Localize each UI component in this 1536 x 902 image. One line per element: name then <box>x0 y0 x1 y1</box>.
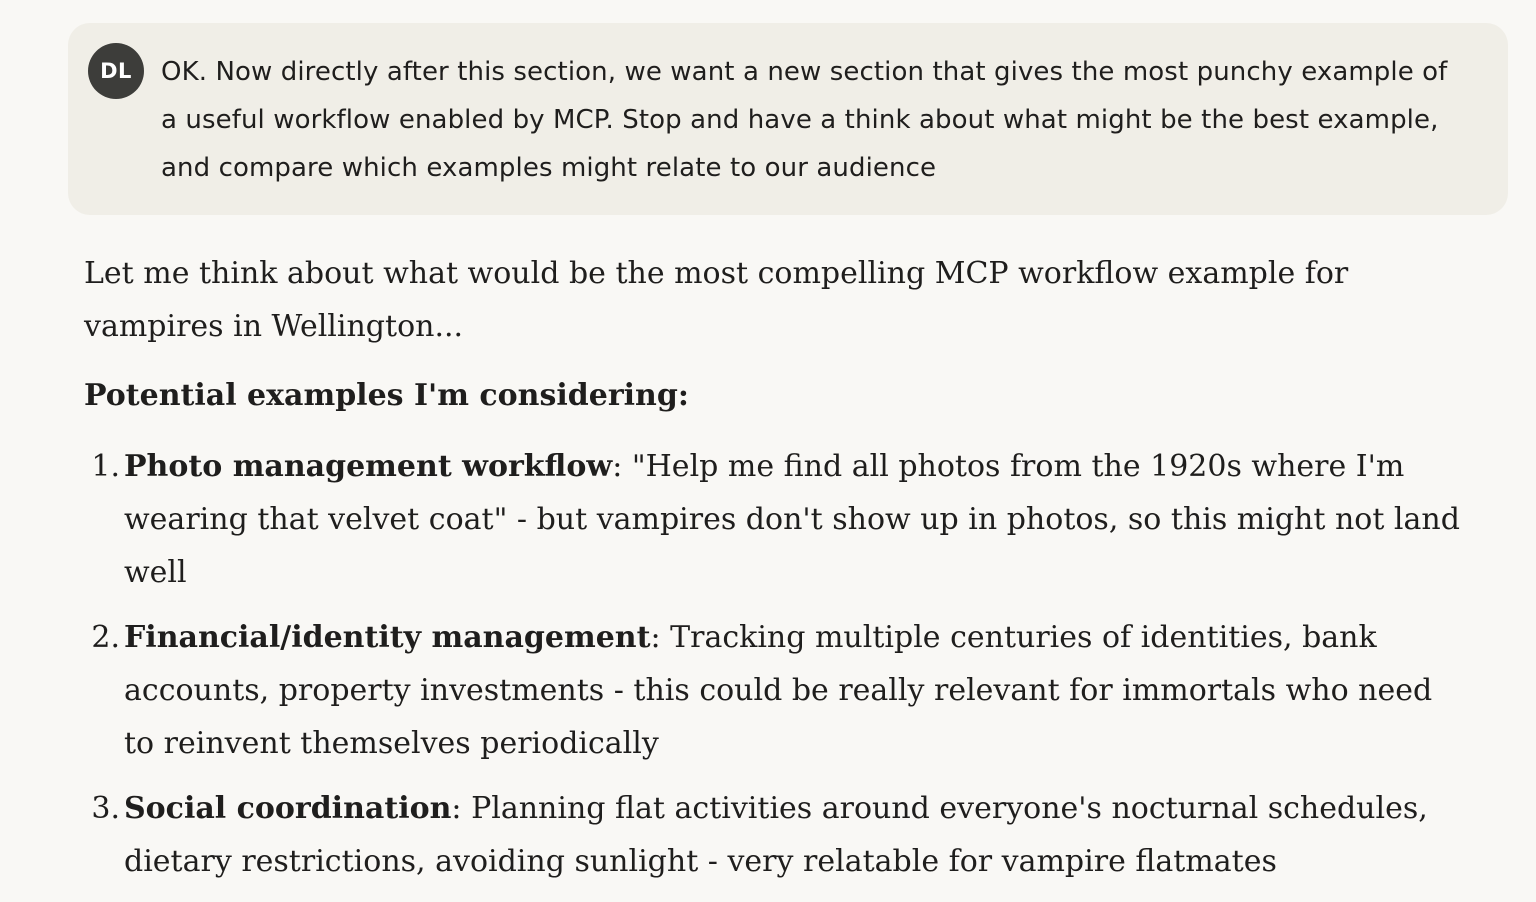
list-item: 2. Financial/identity management: Trackin… <box>84 611 1464 770</box>
list-item-number: 2. <box>91 620 120 655</box>
user-avatar[interactable]: DL <box>88 43 144 99</box>
list-item: 3. Social coordination: Planning flat act… <box>84 782 1464 888</box>
list-item-body: Tracking multiple centuries of identitie… <box>124 620 1433 761</box>
assistant-message: Let me think about what would be the mos… <box>84 247 1464 900</box>
list-item-separator: : <box>612 449 623 484</box>
list-item: 1. Photo management workflow: "Help me fi… <box>84 440 1464 599</box>
list-item-title: Social coordination <box>124 791 452 826</box>
list-item-number: 1. <box>91 449 120 484</box>
list-item-body: Planning flat activities around everyone… <box>124 791 1428 879</box>
list-item-number: 3. <box>91 791 120 826</box>
user-message-bubble: DL OK. Now directly after this section, … <box>68 23 1508 215</box>
assistant-intro: Let me think about what would be the mos… <box>84 256 1349 344</box>
list-item-body: "Help me find all photos from the 1920s … <box>124 449 1460 590</box>
list-item-separator: : <box>451 791 462 826</box>
list-item-title: Photo management workflow <box>124 449 613 484</box>
examples-list: 1. Photo management workflow: "Help me fi… <box>84 440 1464 888</box>
list-item-separator: : <box>650 620 661 655</box>
user-message-text: OK. Now directly after this section, we … <box>161 57 1448 183</box>
assistant-heading: Potential examples I'm considering: <box>84 378 689 413</box>
list-item-title: Financial/identity management <box>124 620 651 655</box>
